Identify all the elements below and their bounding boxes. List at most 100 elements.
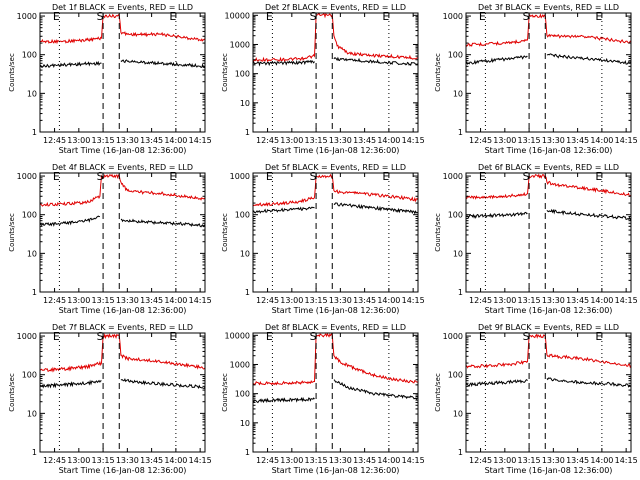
x-tick-label: 13:00 <box>280 296 303 305</box>
marker-label: E <box>53 10 60 23</box>
x-tick-label: 12:45 <box>469 136 492 145</box>
chart-title: Det 7f BLACK = Events, RED = LLD <box>52 323 193 332</box>
chart-title: Det 9f BLACK = Events, RED = LLD <box>478 323 619 332</box>
x-tick-label: 14:00 <box>164 456 187 465</box>
y-tick-label: 1000 <box>17 12 37 21</box>
y-axis-label: Counts/sec <box>221 373 229 412</box>
y-tick-label: 1 <box>245 448 250 457</box>
x-tick-label: 13:15 <box>518 456 541 465</box>
marker-label: S <box>97 330 104 343</box>
y-tick-label: 10 <box>453 409 463 418</box>
y-tick-label: 10 <box>27 89 37 98</box>
events-series-line <box>465 377 632 388</box>
marker-label: E <box>169 170 176 183</box>
x-tick-label: 12:45 <box>469 456 492 465</box>
plot-frame <box>39 332 206 453</box>
marker-label: E <box>382 170 389 183</box>
x-tick-label: 13:45 <box>353 296 376 305</box>
marker-label: E <box>382 10 389 23</box>
y-tick-label: 10 <box>240 249 250 258</box>
x-axis-label: Start Time (16-Jan-08 12:36:00) <box>485 146 613 155</box>
x-tick-label: 12:45 <box>256 296 279 305</box>
y-tick-label: 100 <box>448 51 463 60</box>
x-tick-label: 13:15 <box>92 136 115 145</box>
x-tick-label: 13:15 <box>305 136 328 145</box>
chart-title: Det 2f BLACK = Events, RED = LLD <box>265 3 406 12</box>
x-tick-label: 13:00 <box>67 136 90 145</box>
y-axis-label: Counts/sec <box>8 373 16 412</box>
y-tick-label: 1 <box>32 288 37 297</box>
marker-label: S <box>523 10 530 23</box>
y-tick-label: 1000 <box>443 332 463 341</box>
marker-label: E <box>595 10 602 23</box>
x-tick-label: 14:15 <box>402 136 425 145</box>
x-tick-label: 13:45 <box>566 136 589 145</box>
lld-series-line <box>252 173 419 207</box>
x-tick-label: 14:15 <box>402 296 425 305</box>
x-tick-label: 12:45 <box>43 456 66 465</box>
marker-label: E <box>53 170 60 183</box>
y-tick-label: 100 <box>235 70 250 79</box>
lld-series-line <box>252 13 419 63</box>
x-tick-label: 13:15 <box>518 296 541 305</box>
plot-frame <box>465 172 632 293</box>
marker-label: E <box>169 10 176 23</box>
y-tick-label: 100 <box>448 211 463 220</box>
y-tick-label: 1000 <box>17 332 37 341</box>
marker-label: E <box>479 170 486 183</box>
events-series-line <box>252 202 419 215</box>
x-tick-label: 14:00 <box>164 296 187 305</box>
x-tick-label: 13:30 <box>116 296 139 305</box>
plot-frame <box>465 12 632 133</box>
chart-panel: E S E 12:45 13:00 13:15 13:30 13:45 14:00 14:15 1 1… <box>221 323 425 475</box>
x-tick-label: 14:00 <box>377 456 400 465</box>
y-tick-label: 1 <box>458 288 463 297</box>
x-axis-label: Start Time (16-Jan-08 12:36:00) <box>272 306 400 315</box>
x-axis-label: Start Time (16-Jan-08 12:36:00) <box>59 146 187 155</box>
marker-label: S <box>97 170 104 183</box>
x-tick-label: 13:15 <box>305 456 328 465</box>
marker-label: E <box>169 330 176 343</box>
x-tick-label: 14:15 <box>189 296 212 305</box>
y-axis-label: Counts/sec <box>434 213 442 252</box>
y-tick-label: 1000 <box>230 172 250 181</box>
x-tick-label: 13:45 <box>353 456 376 465</box>
x-tick-label: 13:15 <box>92 456 115 465</box>
x-tick-label: 13:30 <box>542 456 565 465</box>
x-tick-label: 13:00 <box>67 296 90 305</box>
x-tick-label: 13:45 <box>353 136 376 145</box>
marker-label: S <box>310 330 317 343</box>
chart-panel: E S E 12:45 13:00 13:15 13:30 13:45 14:00 14:15 1 1… <box>434 323 638 475</box>
chart-panel: E S E 12:45 13:00 13:15 13:30 13:45 14:00 14:15 1 1… <box>221 163 425 315</box>
y-axis-label: Counts/sec <box>8 213 16 252</box>
y-tick-label: 1000 <box>443 12 463 21</box>
x-tick-label: 14:15 <box>189 136 212 145</box>
chart-title: Det 3f BLACK = Events, RED = LLD <box>478 3 619 12</box>
x-tick-label: 13:15 <box>305 296 328 305</box>
marker-label: E <box>266 330 273 343</box>
chart-title: Det 4f BLACK = Events, RED = LLD <box>52 163 193 172</box>
x-tick-label: 13:00 <box>493 136 516 145</box>
plot-frame <box>252 172 419 293</box>
lld-series-line <box>39 333 206 373</box>
y-tick-label: 1000 <box>230 40 250 49</box>
marker-label: S <box>310 10 317 23</box>
marker-label: E <box>595 170 602 183</box>
lld-series-line <box>465 13 632 47</box>
y-tick-label: 1000 <box>230 360 250 369</box>
x-tick-label: 13:45 <box>566 296 589 305</box>
marker-label: S <box>310 170 317 183</box>
marker-label: S <box>523 170 530 183</box>
chart-panel: E S E 12:45 13:00 13:15 13:30 13:45 14:00 14:15 1 1… <box>8 3 212 155</box>
x-tick-label: 13:30 <box>542 136 565 145</box>
x-tick-label: 14:15 <box>615 136 638 145</box>
x-axis-label: Start Time (16-Jan-08 12:36:00) <box>59 466 187 475</box>
x-tick-label: 13:45 <box>140 136 163 145</box>
lld-series-line <box>252 332 419 386</box>
x-tick-label: 13:30 <box>116 136 139 145</box>
x-axis-label: Start Time (16-Jan-08 12:36:00) <box>485 466 613 475</box>
y-tick-label: 1 <box>458 128 463 137</box>
y-tick-label: 100 <box>448 371 463 380</box>
y-tick-label: 10 <box>27 409 37 418</box>
x-tick-label: 14:15 <box>189 456 212 465</box>
